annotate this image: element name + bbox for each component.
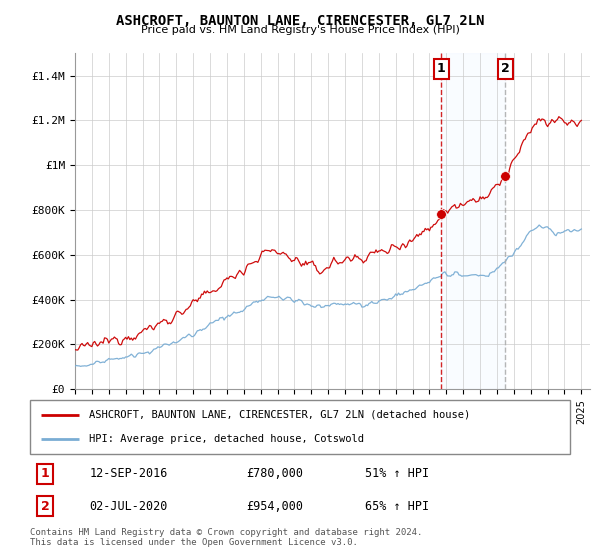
Text: 1: 1 [437, 62, 446, 76]
Text: HPI: Average price, detached house, Cotswold: HPI: Average price, detached house, Cots… [89, 434, 364, 444]
Text: ASHCROFT, BAUNTON LANE, CIRENCESTER, GL7 2LN (detached house): ASHCROFT, BAUNTON LANE, CIRENCESTER, GL7… [89, 410, 470, 420]
Bar [442, 53, 505, 389]
Text: 12-SEP-2016: 12-SEP-2016 [89, 467, 168, 480]
Text: Price paid vs. HM Land Registry's House Price Index (HPI): Price paid vs. HM Land Registry's House … [140, 25, 460, 35]
FancyBboxPatch shape [30, 400, 570, 454]
Text: 65% ↑ HPI: 65% ↑ HPI [365, 500, 429, 513]
Text: £954,000: £954,000 [246, 500, 303, 513]
Text: 51% ↑ HPI: 51% ↑ HPI [365, 467, 429, 480]
Text: 1: 1 [41, 467, 49, 480]
Text: Contains HM Land Registry data © Crown copyright and database right 2024.
This d: Contains HM Land Registry data © Crown c… [30, 528, 422, 547]
Text: £780,000: £780,000 [246, 467, 303, 480]
Text: ASHCROFT, BAUNTON LANE, CIRENCESTER, GL7 2LN: ASHCROFT, BAUNTON LANE, CIRENCESTER, GL7… [116, 14, 484, 28]
Text: 2: 2 [41, 500, 49, 513]
Text: 2: 2 [501, 62, 510, 76]
Text: 02-JUL-2020: 02-JUL-2020 [89, 500, 168, 513]
